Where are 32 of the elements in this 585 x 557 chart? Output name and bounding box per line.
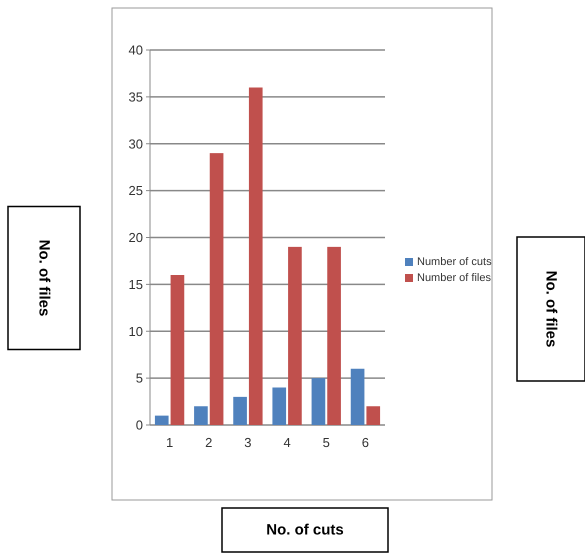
- legend-label: Number of cuts: [417, 256, 492, 268]
- x-tick-label: 2: [205, 435, 212, 450]
- legend-label: Number of files: [417, 272, 492, 284]
- y-tick-label: 30: [128, 136, 143, 152]
- y-tick-label: 5: [136, 370, 143, 386]
- bar: [170, 275, 184, 425]
- y-tick-label: 35: [128, 89, 143, 104]
- y-tick-label: 0: [136, 418, 143, 432]
- bar: [272, 388, 286, 425]
- text: No. of files: [36, 240, 52, 316]
- x-tick-label: 1: [166, 435, 174, 450]
- y-tick-label: 25: [128, 183, 143, 198]
- x-tick-label: 5: [322, 435, 330, 450]
- bar: [366, 406, 380, 425]
- x-axis-title: No. of cuts: [266, 522, 344, 538]
- x-tick-label: 4: [283, 435, 291, 450]
- y-tick-label: 40: [128, 42, 143, 58]
- bar: [233, 396, 247, 425]
- text: No. of files: [542, 270, 560, 348]
- x-tick-label: 3: [244, 435, 252, 450]
- y-tick-label: 15: [128, 276, 143, 292]
- bar: [210, 153, 224, 425]
- bar: [312, 378, 326, 425]
- bar: [248, 88, 263, 425]
- bar: [194, 406, 208, 425]
- bar: [350, 368, 364, 425]
- y-tick-label: 10: [128, 324, 143, 339]
- bar: [288, 246, 302, 425]
- x-tick-label: 6: [362, 435, 370, 450]
- y-tick-label: 20: [128, 230, 143, 245]
- bar: [154, 416, 169, 425]
- bar: [327, 246, 341, 425]
